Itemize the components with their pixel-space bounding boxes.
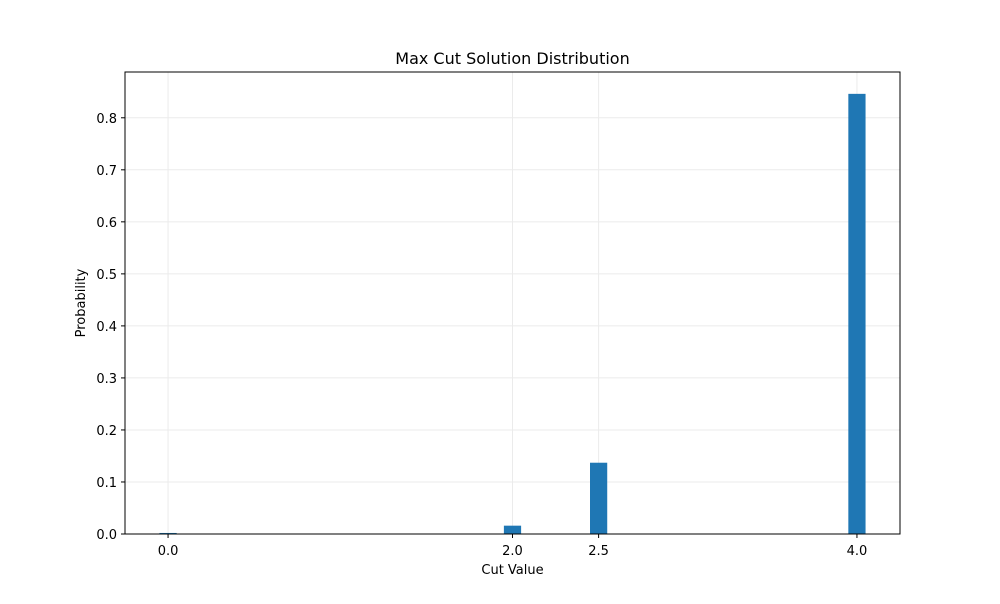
bar <box>590 462 608 534</box>
x-tick-label: 2.5 <box>588 544 609 559</box>
y-tick-label: 0.7 <box>96 164 117 179</box>
y-tick-label: 0.0 <box>96 528 117 543</box>
grid-lines <box>125 72 900 535</box>
x-tick-label: 2.0 <box>502 544 523 559</box>
y-axis-ticks: 0.0 0.1 0.2 0.3 0.4 0.5 0.6 0.7 0.8 <box>96 112 125 543</box>
y-tick-label: 0.6 <box>96 216 117 231</box>
x-axis-label: Cut Value <box>481 563 543 578</box>
chart-title: Max Cut Solution Distribution <box>395 49 629 68</box>
y-axis-label: Probability <box>74 268 89 337</box>
y-tick-label: 0.2 <box>96 424 117 439</box>
x-tick-label: 4.0 <box>847 544 868 559</box>
x-tick-label: 0.0 <box>158 544 179 559</box>
bar <box>159 532 177 534</box>
y-tick-label: 0.5 <box>96 268 117 283</box>
bar <box>503 525 522 534</box>
y-tick-label: 0.3 <box>96 372 117 387</box>
bar <box>848 93 866 534</box>
y-tick-label: 0.8 <box>96 112 117 127</box>
x-axis-ticks: 0.0 2.0 2.5 4.0 <box>158 534 868 559</box>
y-tick-label: 0.4 <box>96 320 117 335</box>
y-tick-label: 0.1 <box>96 476 117 491</box>
bars <box>159 93 866 534</box>
